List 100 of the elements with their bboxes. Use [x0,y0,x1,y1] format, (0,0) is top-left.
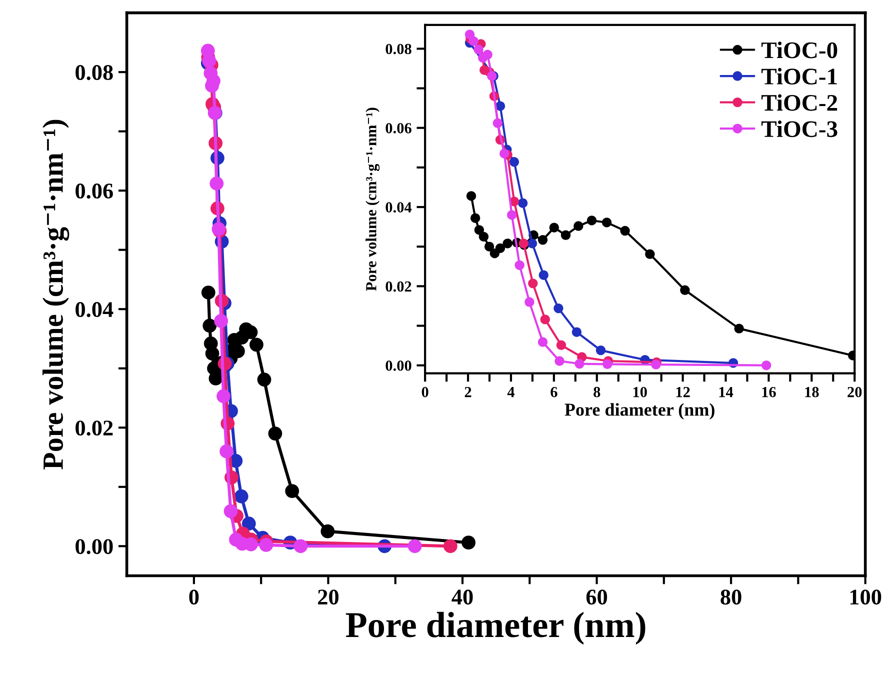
x-tick-label: 0 [189,590,199,605]
point [734,324,744,334]
point [502,238,512,248]
point [466,191,476,201]
legend-label: TiOC-0 [761,42,838,58]
y-axis-title: Pore volume (cm³·g⁻¹·nm⁻¹) [366,108,380,291]
point [443,539,458,554]
point [492,118,503,128]
x-tick-label: 20 [848,386,862,398]
y-tick-label: 0.00 [76,539,113,554]
point [528,278,538,288]
x-axis-title: Pore diameter (nm) [346,612,646,645]
x-tick-label: 20 [318,590,338,605]
y-tick-label: 0.04 [76,302,114,318]
x-tick-label: 4 [507,387,515,398]
point [538,235,548,245]
point [205,346,220,361]
point [320,524,335,538]
point [242,516,256,531]
point [509,157,520,167]
point [482,50,492,60]
point [620,226,630,236]
point [506,210,517,220]
x-tick-label: 12 [676,386,690,398]
x-tick-label: 100 [850,590,882,605]
x-tick-label: 60 [586,590,608,605]
point [680,285,690,296]
point [234,489,248,504]
y-tick-label: 0.04 [386,202,412,213]
point [484,242,494,252]
x-tick-label: 0 [422,386,428,398]
point [268,426,282,440]
point [538,270,548,280]
y-tick-label: 0.02 [76,420,113,436]
y-tick-label: 0.02 [386,281,412,292]
point [645,249,655,259]
x-tick-label: 2 [464,386,472,398]
point [586,216,597,226]
point [470,213,480,223]
point [285,484,300,498]
point [224,504,238,518]
y-axis-title: Pore volume (cm³·g⁻¹·nm⁻¹) [42,120,70,470]
point [596,345,606,356]
point [540,314,550,324]
point [518,198,528,208]
point [549,222,560,232]
point [560,230,571,240]
y-tick-label: 0.06 [76,184,113,199]
point [478,232,489,242]
x-tick-label: 18 [805,386,819,398]
point [462,536,476,550]
point [474,44,484,54]
point [464,30,475,40]
point [495,101,506,111]
point [216,389,230,404]
point [259,538,274,552]
y-tick-label: 0.06 [386,123,412,134]
x-tick-label: 16 [762,386,776,398]
point [602,218,612,228]
point [257,372,272,387]
x-axis-title: Pore diameter (nm) [564,403,714,420]
point [495,243,506,254]
point [499,148,510,158]
y-tick-label: 0.00 [386,360,412,371]
point [514,260,524,270]
point [527,238,538,248]
legend-label: TiOC-2 [761,94,838,111]
point [408,539,422,554]
point [574,221,584,231]
point [244,537,258,552]
point [554,356,564,366]
point [202,54,216,68]
x-tick-label: 40 [452,590,473,605]
point [574,358,584,369]
point [202,318,217,333]
x-tick-label: 8 [594,386,600,398]
legend-label: TiOC-3 [761,120,838,138]
y-tick-label: 0.08 [76,65,113,80]
y-tick-label: 0.08 [386,44,412,54]
point [554,304,564,314]
point [294,539,308,554]
point [572,327,582,337]
point [468,36,478,46]
point [250,338,264,352]
point [214,314,228,328]
x-tick-label: 6 [550,386,558,398]
point [556,340,566,350]
legend-label: TiOC-1 [761,68,837,85]
point [524,297,534,307]
point [210,176,224,190]
point [651,360,661,370]
point [602,359,612,370]
point [201,286,216,300]
x-tick-label: 14 [719,386,734,398]
x-tick-label: 80 [720,590,742,605]
point [220,444,234,458]
point [474,225,484,235]
point [761,360,772,370]
point [538,337,548,347]
x-tick-label: 10 [633,386,647,398]
